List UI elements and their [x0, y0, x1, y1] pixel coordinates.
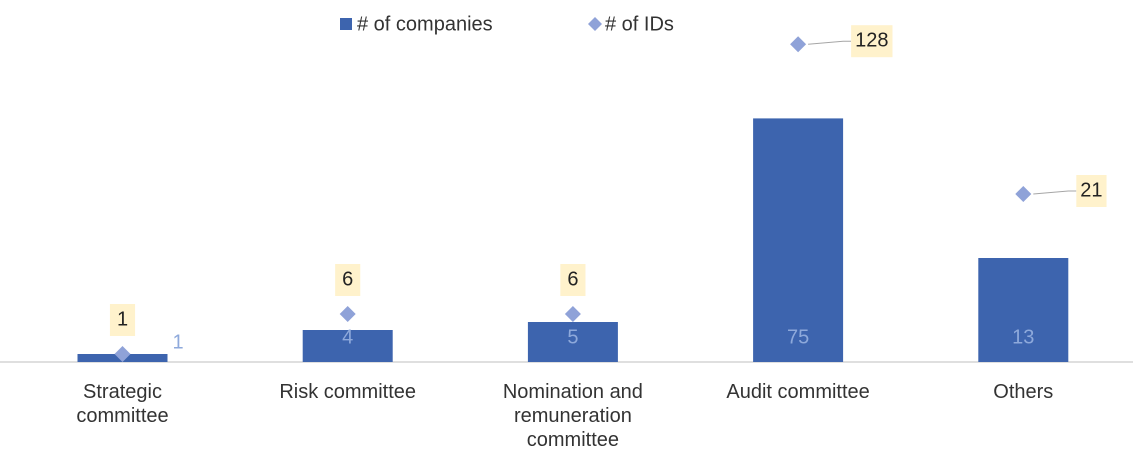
label-box [109, 304, 136, 336]
marker [114, 346, 131, 362]
callout-line [1033, 190, 1077, 195]
label-box [335, 264, 361, 296]
marker-value-label: 6 [567, 268, 578, 290]
legend-swatch [340, 18, 352, 30]
label-box [851, 25, 893, 58]
marker [564, 306, 581, 322]
marker-value-label: 1 [117, 308, 128, 330]
x-tick-label: Strategic committee [76, 381, 169, 427]
marker [339, 306, 356, 322]
x-tick-label: Audit committee [726, 381, 870, 403]
marker [790, 36, 807, 53]
label-box [560, 264, 586, 296]
legend-swatch [588, 17, 602, 31]
bar-value-label: 5 [567, 326, 578, 348]
x-tick-label: Others [993, 381, 1054, 403]
legend-label: # of companies [357, 13, 493, 35]
bar-value-label: 1 [173, 331, 184, 353]
marker-value-label: 21 [1080, 179, 1102, 201]
bar-value-label: 13 [1012, 326, 1034, 348]
marker-value-label: 128 [855, 29, 888, 51]
label-box [1076, 175, 1107, 207]
marker [1015, 186, 1032, 202]
bar-value-label: 75 [787, 326, 809, 348]
bar [302, 330, 393, 362]
bar [527, 322, 618, 362]
marker-value-label: 6 [342, 268, 353, 290]
bar [753, 118, 844, 363]
x-tick-label: Nomination and remuneration committee [502, 381, 643, 451]
legend-label: # of IDs [605, 13, 674, 35]
x-tick-label: Risk committee [279, 381, 417, 403]
callout-line [808, 40, 852, 45]
bar-value-label: 4 [342, 326, 353, 348]
bar [978, 258, 1069, 362]
